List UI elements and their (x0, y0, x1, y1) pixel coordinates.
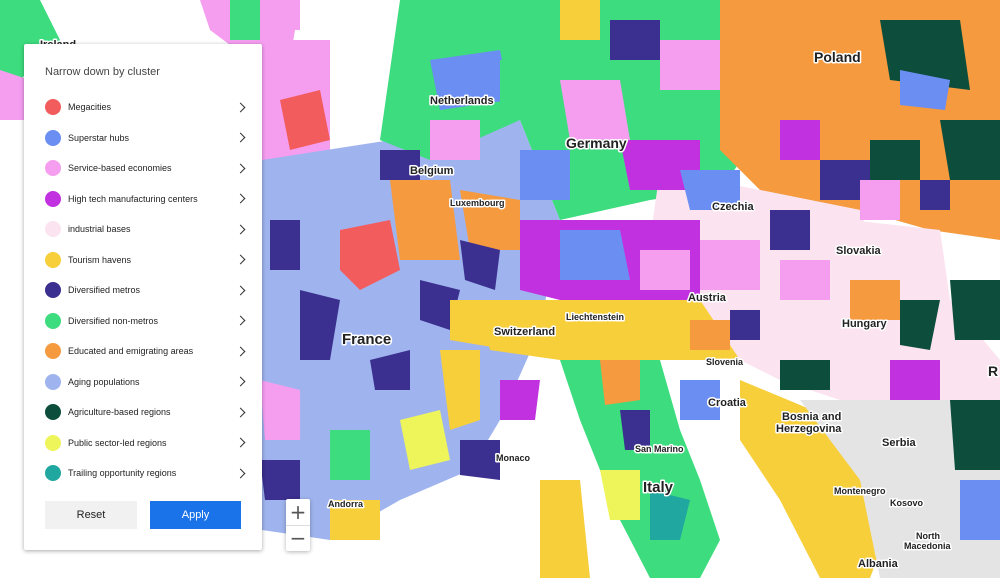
label-serbia: Serbia (882, 437, 917, 449)
chevron-right-icon[interactable] (235, 437, 246, 448)
label-montenegro: Montenegro (834, 486, 886, 496)
cluster-swatch (45, 404, 61, 421)
cluster-label: High tech manufacturing centers (68, 193, 198, 204)
cluster-label: Service-based economies (68, 163, 172, 174)
label-hungary: Hungary (842, 318, 888, 330)
cluster-label: Diversified non-metros (68, 315, 159, 326)
cluster-item-superstar-hubs[interactable]: Superstar hubs (24, 123, 262, 154)
chevron-right-icon[interactable] (235, 285, 246, 296)
chevron-right-icon[interactable] (235, 468, 246, 479)
label-slovenia: Slovenia (706, 357, 744, 367)
chevron-right-icon[interactable] (235, 315, 246, 326)
cluster-swatch (45, 434, 61, 451)
zoom-out-button[interactable]: − (289, 526, 307, 550)
label-romania-partial: R (988, 363, 998, 379)
label-czechia: Czechia (712, 201, 754, 213)
chevron-right-icon[interactable] (235, 102, 246, 113)
label-austria: Austria (688, 292, 727, 304)
cluster-item-high-tech-manufacturing[interactable]: High tech manufacturing centers (24, 184, 262, 215)
region-patches[interactable] (0, 0, 1000, 540)
cluster-swatch (45, 160, 61, 177)
cluster-swatch (45, 373, 61, 390)
cluster-swatch (45, 190, 61, 207)
cluster-item-industrial-bases[interactable]: industrial bases (24, 214, 262, 245)
label-italy: Italy (643, 479, 674, 496)
cluster-item-agriculture-based[interactable]: Agriculture-based regions (24, 397, 262, 428)
chevron-right-icon[interactable] (235, 224, 246, 235)
chevron-right-icon[interactable] (235, 193, 246, 204)
cluster-item-trailing-opportunity[interactable]: Trailing opportunity regions (24, 458, 262, 489)
zoom-in-button[interactable]: + (286, 499, 310, 526)
panel-title: Narrow down by cluster (45, 66, 160, 78)
cluster-label: industrial bases (68, 224, 131, 235)
label-kosovo: Kosovo (890, 498, 924, 508)
cluster-swatch (45, 282, 61, 299)
cluster-item-aging-populations[interactable]: Aging populations (24, 367, 262, 398)
cluster-swatch (45, 343, 61, 360)
label-poland: Poland (814, 49, 861, 65)
chevron-right-icon[interactable] (235, 163, 246, 174)
label-belgium: Belgium (410, 165, 454, 177)
chevron-right-icon[interactable] (235, 376, 246, 387)
chevron-right-icon[interactable] (235, 254, 246, 265)
label-monaco: Monaco (496, 453, 531, 463)
map-labels: Ireland Netherlands Belgium Luxembourg G… (39, 38, 1000, 572)
reset-button[interactable]: Reset (45, 501, 137, 529)
cluster-label: Tourism havens (68, 254, 132, 265)
chevron-right-icon[interactable] (235, 346, 246, 357)
cluster-item-diversified-metros[interactable]: Diversified metros (24, 275, 262, 306)
cluster-list: Megacities Superstar hubs Service-based … (24, 92, 262, 489)
cluster-label: Public sector-led regions (68, 437, 167, 448)
label-north-macedonia-line1: North (916, 531, 940, 541)
cluster-label: Diversified metros (68, 285, 141, 296)
label-bosnia-line2: Herzegovina (776, 423, 842, 435)
cluster-item-public-sector-led[interactable]: Public sector-led regions (24, 428, 262, 459)
cluster-swatch (45, 312, 61, 329)
cluster-swatch (45, 221, 61, 238)
cluster-label: Aging populations (68, 376, 140, 387)
chevron-right-icon[interactable] (235, 132, 246, 143)
cluster-item-megacities[interactable]: Megacities (24, 92, 262, 123)
label-croatia: Croatia (708, 397, 747, 409)
cluster-label: Megacities (68, 102, 112, 113)
label-san-marino: San Marino (635, 444, 684, 454)
cluster-label: Trailing opportunity regions (68, 468, 177, 479)
label-luxembourg: Luxembourg (450, 198, 505, 208)
label-france: France (342, 331, 391, 348)
cluster-label: Educated and emigrating areas (68, 346, 194, 357)
cluster-item-educated-emigrating[interactable]: Educated and emigrating areas (24, 336, 262, 367)
label-north-macedonia-line2: Macedonia (904, 541, 952, 551)
label-bosnia-line1: Bosnia and (782, 411, 841, 423)
cluster-item-tourism-havens[interactable]: Tourism havens (24, 245, 262, 276)
cluster-swatch (45, 251, 61, 268)
apply-button[interactable]: Apply (150, 501, 241, 529)
label-albania: Albania (858, 558, 899, 570)
label-germany: Germany (566, 135, 627, 151)
cluster-item-service-based-economies[interactable]: Service-based economies (24, 153, 262, 184)
cluster-item-diversified-non-metros[interactable]: Diversified non-metros (24, 306, 262, 337)
label-liechtenstein: Liechtenstein (566, 312, 624, 322)
label-switzerland: Switzerland (494, 326, 555, 338)
cluster-swatch (45, 99, 61, 116)
cluster-swatch (45, 465, 61, 482)
label-slovakia: Slovakia (836, 245, 882, 257)
cluster-label: Superstar hubs (68, 132, 130, 143)
label-andorra: Andorra (328, 499, 364, 509)
cluster-label: Agriculture-based regions (68, 407, 171, 418)
cluster-swatch (45, 129, 61, 146)
label-netherlands: Netherlands (430, 95, 494, 107)
zoom-control: + − (286, 499, 310, 551)
chevron-right-icon[interactable] (235, 407, 246, 418)
cluster-filter-panel: Narrow down by cluster Megacities Supers… (24, 44, 262, 550)
